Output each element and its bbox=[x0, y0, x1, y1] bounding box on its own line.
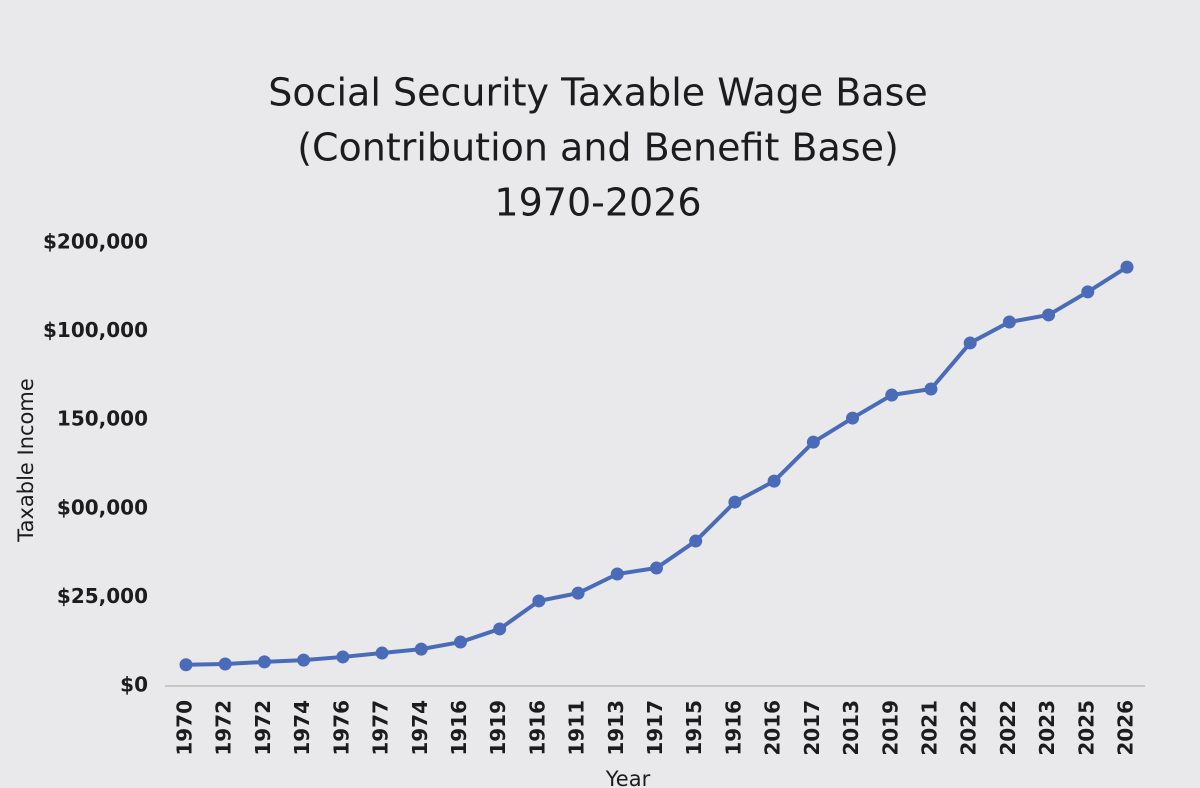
point bbox=[806, 435, 820, 449]
point bbox=[218, 657, 232, 671]
x-tick-label: 2026 bbox=[1114, 700, 1138, 756]
y-tick-label: $00,000 bbox=[57, 495, 148, 519]
x-tick-label: 1972 bbox=[212, 700, 236, 756]
y-axis-label: Taxable Income bbox=[14, 378, 38, 543]
x-tick-label: 2016 bbox=[761, 700, 785, 756]
x-axis-label: Year bbox=[605, 767, 651, 788]
chart-title: (Contribution and Benefit Base) bbox=[297, 126, 899, 170]
x-tick-label: 1917 bbox=[643, 700, 667, 756]
point bbox=[1081, 285, 1095, 299]
point bbox=[453, 635, 467, 649]
y-tick-label: 150,000 bbox=[57, 407, 148, 431]
point bbox=[767, 474, 781, 488]
point bbox=[493, 622, 507, 636]
point bbox=[610, 567, 624, 581]
chart-title: Social Security Taxable Wage Base bbox=[268, 71, 928, 115]
point bbox=[885, 388, 899, 402]
point bbox=[1002, 315, 1016, 329]
x-tick-label: 2025 bbox=[1074, 700, 1098, 756]
point bbox=[375, 646, 389, 660]
x-tick-label: 1915 bbox=[682, 700, 706, 756]
y-tick-label: $0 bbox=[120, 673, 148, 697]
x-tick-label: 1974 bbox=[290, 700, 314, 756]
x-tick-label: 1919 bbox=[486, 700, 510, 756]
x-tick-label: 1974 bbox=[408, 700, 432, 756]
x-tick-label: 1970 bbox=[173, 700, 197, 756]
x-tick-label: 2022 bbox=[996, 700, 1020, 756]
point bbox=[1120, 260, 1134, 274]
point bbox=[728, 495, 742, 509]
point bbox=[414, 642, 428, 656]
point bbox=[532, 594, 546, 608]
point bbox=[846, 411, 860, 425]
y-tick-label: $200,000 bbox=[43, 230, 148, 254]
point bbox=[571, 586, 585, 600]
x-tick-label: 1911 bbox=[565, 700, 589, 756]
x-tick-label: 1976 bbox=[329, 700, 353, 756]
point bbox=[1042, 308, 1056, 322]
point bbox=[336, 650, 350, 664]
x-tick-label: 1916 bbox=[721, 700, 745, 756]
x-tick-label: 1972 bbox=[251, 700, 275, 756]
x-tick-label: 2019 bbox=[878, 700, 902, 756]
x-tick-label: 2013 bbox=[839, 700, 863, 756]
x-tick-label: 1916 bbox=[447, 700, 471, 756]
x-tick-label: 1977 bbox=[369, 700, 393, 756]
point bbox=[689, 534, 703, 548]
chart-title: 1970-2026 bbox=[494, 181, 701, 225]
y-tick-label: $100,000 bbox=[43, 318, 148, 342]
x-tick-label: 2023 bbox=[1035, 700, 1059, 756]
y-tick-label: $25,000 bbox=[57, 584, 148, 608]
x-tick-label: 1913 bbox=[604, 700, 628, 756]
x-tick-label: 2021 bbox=[917, 700, 941, 756]
point bbox=[963, 336, 977, 350]
x-tick-label: 1916 bbox=[525, 700, 549, 756]
point bbox=[257, 655, 271, 669]
x-tick-label: 2022 bbox=[957, 700, 981, 756]
point bbox=[650, 561, 663, 575]
point bbox=[179, 658, 193, 672]
point bbox=[297, 653, 311, 667]
x-tick-label: 2017 bbox=[800, 700, 824, 756]
point bbox=[924, 382, 938, 396]
